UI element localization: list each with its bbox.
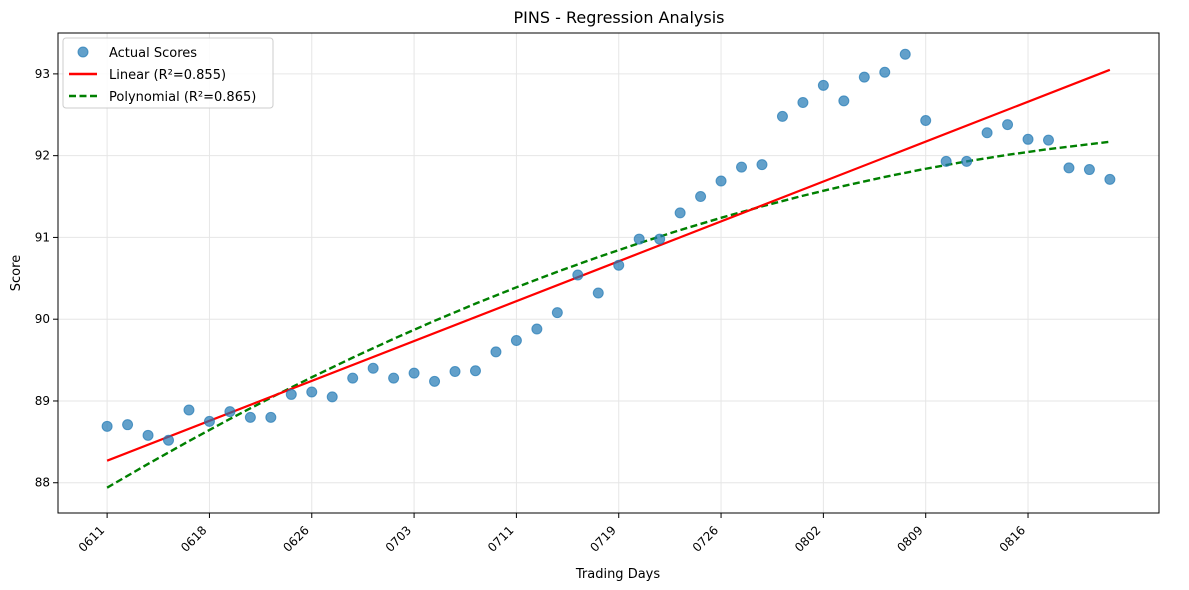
y-tick-label: 90 xyxy=(35,312,50,326)
data-point xyxy=(1063,162,1075,174)
data-point xyxy=(920,114,932,126)
data-point xyxy=(244,411,256,423)
data-point xyxy=(490,346,502,358)
legend-label-polynomial: Polynomial (R²=0.865) xyxy=(109,90,256,105)
y-axis-label: Score xyxy=(9,255,24,291)
x-axis-label: Trading Days xyxy=(575,567,660,582)
data-point xyxy=(695,191,707,203)
data-point xyxy=(838,95,850,107)
legend-box xyxy=(62,37,274,109)
data-point xyxy=(408,367,420,379)
data-point xyxy=(326,391,338,403)
data-point xyxy=(879,66,891,78)
data-point xyxy=(101,420,113,432)
data-point xyxy=(674,207,686,219)
data-point xyxy=(1022,133,1034,145)
chart-title: PINS - Regression Analysis xyxy=(514,8,725,27)
data-point xyxy=(122,419,134,431)
data-point xyxy=(756,159,768,171)
data-point xyxy=(265,411,277,423)
data-point xyxy=(429,375,441,387)
data-point xyxy=(388,372,400,384)
y-tick-label: 89 xyxy=(35,394,50,408)
data-point xyxy=(654,233,666,245)
y-axis-ticks: 88 89 90 91 92 93 xyxy=(35,67,58,490)
linear-fit-line xyxy=(106,68,1111,462)
data-point xyxy=(367,362,379,374)
data-point xyxy=(183,404,195,416)
data-point xyxy=(776,110,788,122)
data-point xyxy=(961,155,973,167)
data-point xyxy=(613,259,625,271)
data-point xyxy=(633,233,645,245)
data-point xyxy=(797,97,809,109)
y-tick-label: 88 xyxy=(35,476,50,490)
data-point xyxy=(1002,119,1014,131)
data-point xyxy=(858,71,870,83)
data-point xyxy=(203,415,215,427)
data-point xyxy=(940,155,952,167)
data-point xyxy=(1083,164,1095,176)
data-point xyxy=(1104,173,1116,185)
data-point xyxy=(1042,134,1054,146)
data-point xyxy=(981,127,993,139)
data-point xyxy=(510,334,522,346)
data-point xyxy=(163,434,175,446)
data-point xyxy=(551,307,563,319)
data-point xyxy=(449,366,461,378)
y-tick-label: 92 xyxy=(35,149,50,163)
legend-marker-scatter xyxy=(77,46,89,58)
data-point xyxy=(285,388,297,400)
legend-label-linear: Linear (R²=0.855) xyxy=(109,68,226,83)
data-point xyxy=(572,269,584,281)
data-point xyxy=(899,48,911,60)
data-point xyxy=(306,386,318,398)
data-point xyxy=(531,323,543,335)
data-point xyxy=(347,372,359,384)
data-point xyxy=(736,161,748,173)
legend-label-actual: Actual Scores xyxy=(109,46,197,61)
linear-fit-layer xyxy=(106,68,1111,462)
data-point xyxy=(592,287,604,299)
legend: Actual Scores Linear (R²=0.855) Polynomi… xyxy=(62,37,274,109)
data-point xyxy=(715,175,727,187)
y-tick-label: 93 xyxy=(35,67,50,81)
data-point xyxy=(224,406,236,418)
y-tick-label: 91 xyxy=(35,230,50,244)
data-point xyxy=(817,79,829,91)
data-point xyxy=(469,365,481,377)
plot-frame xyxy=(57,32,1160,514)
data-point xyxy=(142,429,154,441)
scatter-points xyxy=(101,48,1116,446)
